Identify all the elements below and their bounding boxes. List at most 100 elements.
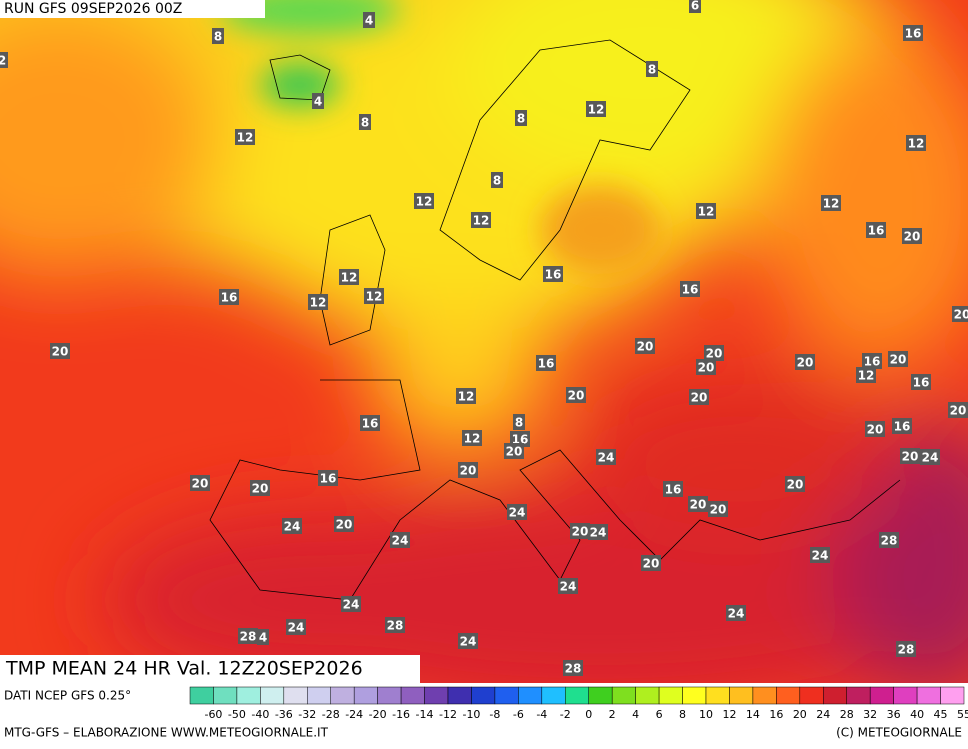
contour-label: 6 (691, 0, 699, 13)
contour-label: 20 (950, 404, 967, 418)
contour-label: 12 (473, 214, 490, 228)
contour-label: 20 (52, 345, 69, 359)
contour-label-bg (570, 523, 590, 539)
contour-label: 24 (922, 451, 939, 465)
contour-label: 12 (858, 369, 875, 383)
scale-swatch (471, 686, 496, 705)
contour-label-bg (334, 516, 354, 532)
contour-label-bg (688, 496, 708, 512)
scale-swatch (916, 686, 941, 705)
contour-label-bg (543, 266, 563, 282)
scale-label: 16 (769, 708, 783, 721)
contour-label-bg (696, 203, 716, 219)
contour-label-bg (190, 475, 210, 491)
scale-swatch (588, 686, 613, 705)
contour-label: 12 (458, 390, 475, 404)
scale-swatch (283, 686, 308, 705)
copyright: (C) METEOGIORNALE (836, 726, 962, 740)
contour-label-bg (456, 388, 476, 404)
contour-label-bg (458, 462, 478, 478)
scale-label: -36 (275, 708, 293, 721)
scale-label: -50 (228, 708, 246, 721)
contour-label: 16 (868, 224, 885, 238)
contour-label-bg (212, 28, 224, 44)
contour-label: 28 (240, 630, 257, 644)
contour-label-bg (586, 101, 606, 117)
contour-label: 20 (643, 557, 660, 571)
contour-label-bg (491, 172, 503, 188)
scale-swatch (635, 686, 660, 705)
contour-label-bg (856, 367, 876, 383)
contour-label: 24 (284, 520, 301, 534)
contour-label-bg (596, 449, 616, 465)
scale-label: -12 (439, 708, 457, 721)
contour-label: 20 (690, 498, 707, 512)
contour-label: 16 (320, 472, 337, 486)
scale-swatch (447, 686, 472, 705)
scale-label: 0 (585, 708, 592, 721)
contour-label-bg (462, 430, 482, 446)
contour-label: 12 (416, 195, 433, 209)
contour-label-bg (646, 61, 658, 77)
scale-swatch (940, 686, 965, 705)
contour-label-bg (339, 269, 359, 285)
contour-label-bg (414, 193, 434, 209)
contour-label-bg (308, 294, 328, 310)
contour-label: 16 (682, 283, 699, 297)
scale-swatch (260, 686, 285, 705)
contour-label: 16 (545, 268, 562, 282)
contour-label-bg (390, 532, 410, 548)
contour-label-bg (892, 418, 912, 434)
contour-label-bg (588, 524, 608, 540)
scale-swatch (658, 686, 683, 705)
contour-label: 12 (823, 197, 840, 211)
contour-label: 20 (902, 450, 919, 464)
contour-label-bg (689, 0, 701, 13)
credit: MTG-GFS – ELABORAZIONE WWW.METEOGIORNALE… (4, 726, 329, 740)
contour-label-bg (238, 628, 258, 644)
map (0, 0, 968, 710)
contour-label: 20 (691, 391, 708, 405)
scale-swatch (776, 686, 801, 705)
contour-label: 28 (565, 662, 582, 676)
scale-swatch (611, 686, 636, 705)
contour-label-bg (810, 547, 830, 563)
contour-label: 20 (706, 347, 723, 361)
source: DATI NCEP GFS 0.25° (4, 689, 131, 703)
contour-label: 28 (387, 619, 404, 633)
contour-label: 20 (572, 525, 589, 539)
contour-label-bg (689, 389, 709, 405)
contour-label: 20 (710, 503, 727, 517)
scale-label: 12 (722, 708, 736, 721)
contour-label: 20 (637, 340, 654, 354)
contour-label-bg (50, 343, 70, 359)
contour-label: 24 (509, 506, 526, 520)
contour-label-bg (865, 421, 885, 437)
contour-label-bg (282, 518, 302, 534)
scale-label: -14 (416, 708, 434, 721)
contour-label-bg (507, 504, 527, 520)
contour-label: 12 (341, 271, 358, 285)
scale-label: -40 (251, 708, 269, 721)
contour-label: 20 (698, 361, 715, 375)
scale-swatch (330, 686, 355, 705)
contour-label: 4 (365, 14, 373, 28)
contour-label: 16 (221, 291, 238, 305)
contour-label: 24 (343, 598, 360, 612)
contour-label-bg (920, 449, 940, 465)
contour-label-bg (641, 555, 661, 571)
contour-label: 12 (366, 290, 383, 304)
contour-label: 20 (787, 478, 804, 492)
contour-label: 20 (568, 389, 585, 403)
contour-label-bg (726, 605, 746, 621)
scale-label: 45 (934, 708, 948, 721)
contour-label-bg (948, 402, 968, 418)
contour-label: 16 (864, 355, 881, 369)
scale-swatch (869, 686, 894, 705)
contour-label-bg (0, 52, 8, 68)
contour-label-bg (364, 288, 384, 304)
contour-label-bg (219, 289, 239, 305)
scale-label: -60 (204, 708, 222, 721)
contour-label-bg (318, 470, 338, 486)
scale-swatch (353, 686, 378, 705)
